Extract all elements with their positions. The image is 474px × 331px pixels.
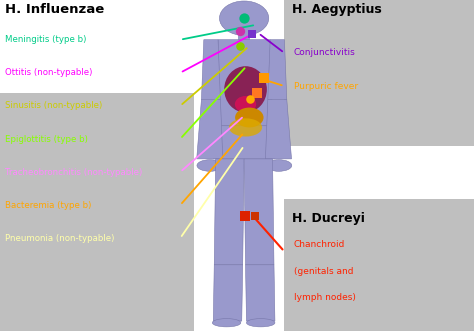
Polygon shape — [216, 40, 273, 126]
Text: Pneumonia (non-typable): Pneumonia (non-typable) — [5, 234, 114, 243]
Polygon shape — [244, 159, 274, 265]
Point — [253, 91, 261, 96]
Text: Epiglottitis (type b): Epiglottitis (type b) — [5, 134, 88, 144]
FancyBboxPatch shape — [284, 0, 474, 146]
Polygon shape — [213, 126, 275, 159]
Polygon shape — [197, 99, 223, 159]
Text: (genitals and: (genitals and — [294, 267, 354, 276]
Polygon shape — [268, 40, 287, 99]
Ellipse shape — [212, 318, 241, 327]
Polygon shape — [246, 265, 275, 321]
Ellipse shape — [246, 318, 275, 327]
Text: H. Influenzae: H. Influenzae — [5, 3, 104, 16]
FancyBboxPatch shape — [238, 22, 250, 40]
Point — [236, 29, 244, 34]
FancyBboxPatch shape — [284, 199, 474, 331]
Point — [241, 213, 248, 218]
Polygon shape — [201, 40, 220, 99]
Point — [251, 213, 259, 218]
Ellipse shape — [229, 118, 262, 136]
Polygon shape — [213, 265, 243, 321]
Ellipse shape — [224, 66, 267, 113]
Point — [246, 97, 254, 102]
Text: Bacteremia (type b): Bacteremia (type b) — [5, 201, 91, 210]
Text: H. Ducreyi: H. Ducreyi — [292, 212, 365, 225]
Text: Meningitis (type b): Meningitis (type b) — [5, 35, 86, 44]
Text: lymph nodes): lymph nodes) — [294, 293, 356, 303]
Text: Chanchroid: Chanchroid — [294, 240, 345, 250]
Ellipse shape — [265, 160, 292, 171]
Point — [237, 43, 244, 48]
Ellipse shape — [235, 96, 256, 113]
Polygon shape — [214, 159, 244, 265]
Text: Tracheobronchitis (non-typable): Tracheobronchitis (non-typable) — [5, 167, 142, 177]
Point — [240, 16, 248, 21]
Point — [248, 31, 256, 36]
Text: Ottitis (non-typable): Ottitis (non-typable) — [5, 68, 92, 77]
Text: Sinusitis (non-typable): Sinusitis (non-typable) — [5, 101, 102, 111]
Text: Purpuric fever: Purpuric fever — [294, 81, 358, 91]
Ellipse shape — [197, 160, 223, 171]
Text: Conjunctivitis: Conjunctivitis — [294, 48, 356, 58]
Circle shape — [219, 1, 269, 35]
Ellipse shape — [235, 108, 264, 127]
Polygon shape — [265, 99, 292, 159]
FancyBboxPatch shape — [0, 93, 194, 331]
Text: H. Aegyptius: H. Aegyptius — [292, 3, 381, 16]
Point — [260, 75, 268, 80]
